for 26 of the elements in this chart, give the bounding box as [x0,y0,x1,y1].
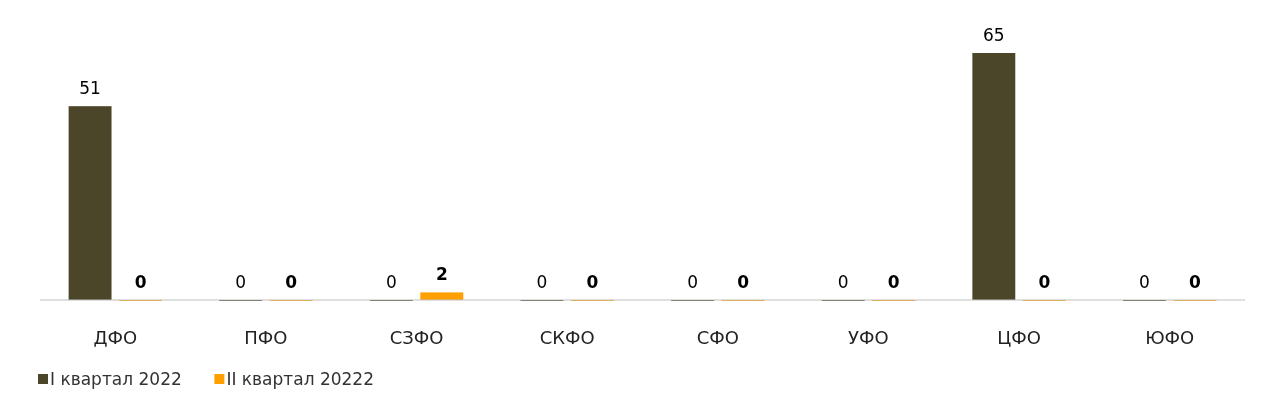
x-tick-label: ПФО [244,327,288,348]
data-label: 0 [586,272,599,292]
x-tick-label: СЗФО [389,327,444,348]
data-label: 0 [285,272,298,292]
x-tick-label: ДФО [93,327,138,348]
data-label: 2 [435,264,448,285]
data-label: 0 [1189,272,1202,292]
x-tick-label: УФО [848,327,889,348]
x-tick-label: ЦФО [997,327,1041,348]
legend-label: I квартал 2022 [50,369,182,389]
x-tick-label: ЮФО [1145,327,1195,348]
x-tick-label: СФО [696,327,739,348]
data-label: 0 [687,272,698,292]
data-label: 0 [1139,272,1150,292]
data-label: 0 [737,272,750,292]
data-label: 0 [887,272,900,292]
data-label: 0 [837,272,849,292]
legend-label: II квартал 20222 [226,369,375,389]
x-tick-label: СКФО [539,327,595,348]
data-label: 0 [134,272,147,292]
data-label: 0 [235,272,247,292]
data-label: 65 [983,25,1005,45]
data-label: 0 [385,272,397,292]
data-label: 0 [1038,272,1051,292]
data-label: 51 [79,78,101,99]
data-label: 0 [536,272,548,292]
